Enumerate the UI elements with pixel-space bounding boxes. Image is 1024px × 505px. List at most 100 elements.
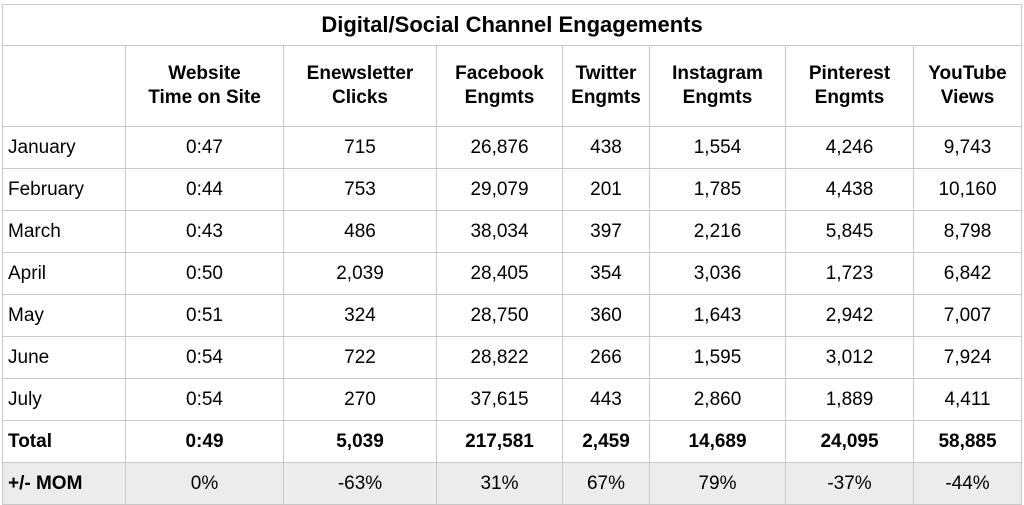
- table-cell: 8,798: [912, 210, 1023, 253]
- table-row: January 0:47 715 26,876 438 1,554 4,246 9,743: [2, 126, 1023, 169]
- table-cell: 3,036: [649, 252, 786, 295]
- table-row: July 0:54 270 37,615 443 2,860 1,889 4,411: [2, 378, 1023, 421]
- column-header-line2: Engmts: [682, 87, 753, 108]
- mom-row: +/- MOM 0% -63% 31% 67% 79% -37% -44%: [2, 462, 1023, 505]
- row-label: January: [2, 126, 126, 169]
- column-header: Instagram Engmts: [649, 45, 786, 127]
- table-cell: 715: [283, 126, 437, 169]
- table-cell: 7,007: [912, 294, 1023, 337]
- column-header: Twitter Engmts: [562, 45, 650, 127]
- table-cell: 24,095: [785, 420, 914, 463]
- table-cell: -37%: [785, 462, 914, 505]
- table-cell: 14,689: [649, 420, 786, 463]
- table-cell: 28,822: [436, 336, 563, 379]
- table-cell: 217,581: [436, 420, 563, 463]
- table-row: April 0:50 2,039 28,405 354 3,036 1,723 6,842: [2, 252, 1023, 295]
- column-header-line1: Twitter: [575, 63, 637, 84]
- table-cell: 28,405: [436, 252, 563, 295]
- column-header-line2: Time on Site: [148, 87, 261, 108]
- table-cell: 2,860: [649, 378, 786, 421]
- table-cell: 2,216: [649, 210, 786, 253]
- table-cell: 0:49: [125, 420, 284, 463]
- table-cell: 4,438: [785, 168, 914, 211]
- table-cell: 9,743: [912, 126, 1023, 169]
- column-header: Website Time on Site: [125, 45, 284, 127]
- table-cell: 58,885: [912, 420, 1023, 463]
- row-label: Total: [2, 420, 126, 463]
- table-cell: -63%: [283, 462, 437, 505]
- table-cell: 0:43: [125, 210, 284, 253]
- column-header-line2: Clicks: [332, 87, 388, 108]
- table-cell: 2,039: [283, 252, 437, 295]
- table-cell: 360: [562, 294, 650, 337]
- table-cell: 37,615: [436, 378, 563, 421]
- table-cell: 324: [283, 294, 437, 337]
- row-label: March: [2, 210, 126, 253]
- table-cell: 1,889: [785, 378, 914, 421]
- table-cell: 5,845: [785, 210, 914, 253]
- table-cell: 0:47: [125, 126, 284, 169]
- table-cell: 2,942: [785, 294, 914, 337]
- table-row: March 0:43 486 38,034 397 2,216 5,845 8,798: [2, 210, 1023, 253]
- table-cell: 1,643: [649, 294, 786, 337]
- table-cell: 29,079: [436, 168, 563, 211]
- table-cell: 38,034: [436, 210, 563, 253]
- table-cell: 0:54: [125, 378, 284, 421]
- table-cell: 753: [283, 168, 437, 211]
- table-cell: 6,842: [912, 252, 1023, 295]
- column-header-line2: Engmts: [464, 87, 535, 108]
- table-cell: 443: [562, 378, 650, 421]
- engagements-table: Digital/Social Channel Engagements Websi…: [1, 4, 1023, 505]
- table-cell: 28,750: [436, 294, 563, 337]
- total-row: Total 0:49 5,039 217,581 2,459 14,689 24,095 58…: [2, 420, 1023, 463]
- table-cell: 266: [562, 336, 650, 379]
- column-header-line1: Instagram: [672, 63, 763, 84]
- row-label: +/- MOM: [2, 462, 126, 505]
- table-cell: 1,554: [649, 126, 786, 169]
- column-header: Facebook Engmts: [436, 45, 563, 127]
- table-cell: 3,012: [785, 336, 914, 379]
- table-cell: 26,876: [436, 126, 563, 169]
- table-cell: -44%: [912, 462, 1023, 505]
- column-header-line2: Views: [940, 87, 995, 108]
- table-cell: 486: [283, 210, 437, 253]
- table-cell: 0:50: [125, 252, 284, 295]
- table-cell: 0:54: [125, 336, 284, 379]
- column-header: Enewsletter Clicks: [283, 45, 437, 127]
- column-header: YouTube Views: [912, 45, 1023, 127]
- column-header-line1: YouTube: [928, 63, 1007, 84]
- table-cell: 1,595: [649, 336, 786, 379]
- column-header-line1: Facebook: [455, 63, 544, 84]
- table-cell: 0:51: [125, 294, 284, 337]
- table-cell: 10,160: [912, 168, 1023, 211]
- table-row: June 0:54 722 28,822 266 1,595 3,012 7,924: [2, 336, 1023, 379]
- row-label: May: [2, 294, 126, 337]
- table-row: February 0:44 753 29,079 201 1,785 4,438 10,160: [2, 168, 1023, 211]
- row-label: April: [2, 252, 126, 295]
- table-cell: 1,723: [785, 252, 914, 295]
- header-row: Website Time on Site Enewsletter Clicks Face…: [2, 45, 1023, 127]
- column-header-line1: Enewsletter: [306, 63, 414, 84]
- table-cell: 31%: [436, 462, 563, 505]
- column-header-line1: Pinterest: [808, 63, 891, 84]
- table-cell: 438: [562, 126, 650, 169]
- table-title: Digital/Social Channel Engagements: [1, 4, 1023, 46]
- table-cell: 722: [283, 336, 437, 379]
- table-cell: 4,246: [785, 126, 914, 169]
- table-cell: 2,459: [562, 420, 650, 463]
- table-cell: 1,785: [649, 168, 786, 211]
- table-cell: 5,039: [283, 420, 437, 463]
- table-cell: 4,411: [912, 378, 1023, 421]
- column-header-line1: Website: [168, 63, 241, 84]
- table-row: May 0:51 324 28,750 360 1,643 2,942 7,007: [2, 294, 1023, 337]
- row-label: February: [2, 168, 126, 211]
- table-cell: 354: [562, 252, 650, 295]
- table-cell: 7,924: [912, 336, 1023, 379]
- table-cell: 201: [562, 168, 650, 211]
- table-cell: 0:44: [125, 168, 284, 211]
- table-cell: 397: [562, 210, 650, 253]
- table-cell: 67%: [562, 462, 650, 505]
- row-label: June: [2, 336, 126, 379]
- column-header-line2: Engmts: [571, 87, 641, 108]
- row-label: July: [2, 378, 126, 421]
